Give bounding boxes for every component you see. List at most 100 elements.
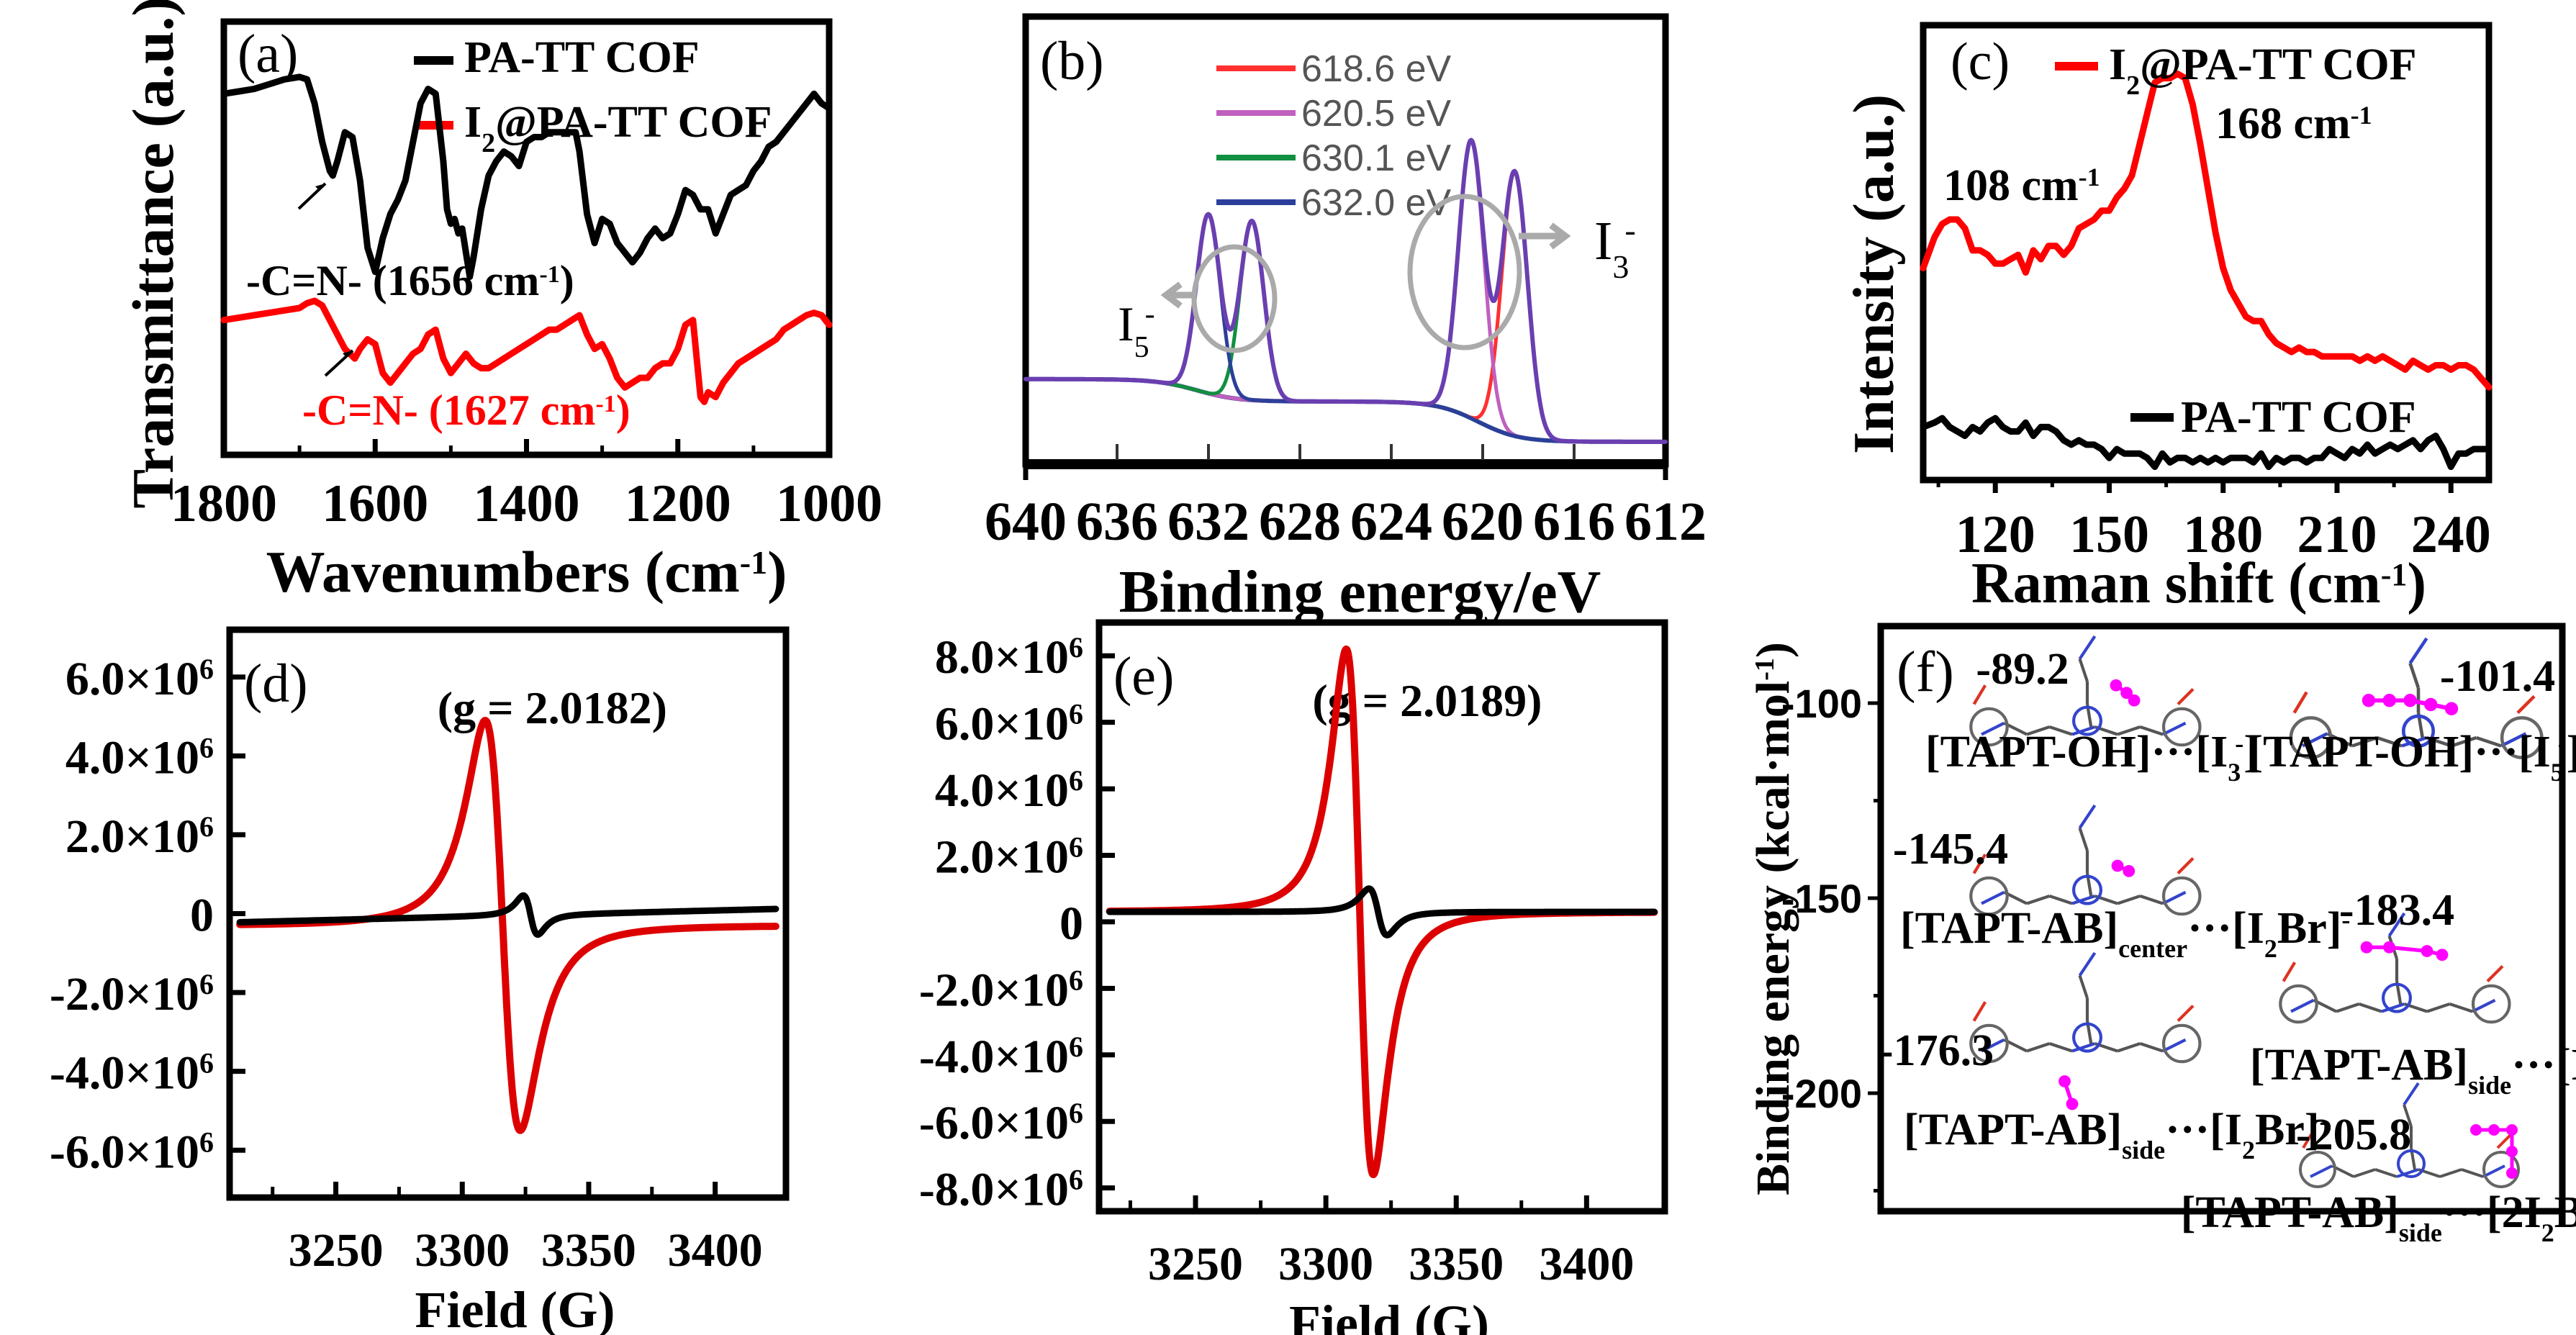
complex-label-end: Br]	[2554, 1188, 2576, 1237]
molecule-bond	[2139, 725, 2164, 736]
molecule-ring	[2382, 982, 2412, 1013]
binding-energy-value: -145.4	[1893, 825, 2008, 874]
iodine-atom	[2506, 1167, 2518, 1179]
molecule-bond	[2071, 1042, 2096, 1053]
molecule-ring	[2482, 1151, 2520, 1188]
molecule-bond	[2162, 721, 2187, 736]
molecule-bond	[2026, 1042, 2051, 1053]
molecule-ring	[2471, 984, 2511, 1024]
x-axis-label: Field (G)	[1289, 1295, 1489, 1335]
molecule-bond	[2048, 895, 2073, 905]
molecule-ring	[1969, 876, 2009, 916]
y-tick-label: -8.0×106	[919, 1163, 1083, 1216]
y-tick-label: 0	[1059, 897, 1083, 950]
complex-label-sub: side	[2399, 1218, 2442, 1247]
molecule-bond	[2374, 1168, 2398, 1178]
x-tick-label: 632	[1167, 492, 1249, 552]
x-axis-label-sup: -1	[2381, 557, 2408, 592]
complex-label: [TAPT-OH]···[I5-]	[2249, 728, 2576, 787]
molecule-tapt-ab-center	[1969, 804, 2202, 916]
molecule-ring	[2402, 714, 2435, 748]
molecule-bond	[1972, 684, 1987, 705]
x-axis-label-close: )	[767, 539, 787, 605]
complex-label-sub: center	[2118, 934, 2187, 963]
molecule-bond	[2353, 1168, 2376, 1178]
plot-frame-c	[1920, 22, 2493, 484]
annotation-108: 108 cm-1	[1943, 161, 2100, 210]
panel-label: (b)	[1040, 31, 1104, 91]
complex-label-rest: ···[2I	[2442, 1188, 2541, 1237]
annotation-close: )	[616, 386, 631, 434]
molecule-bond	[2426, 1003, 2451, 1013]
x-tick-label: 3250	[289, 1224, 384, 1277]
y-tick-label: -4.0×106	[919, 1030, 1083, 1083]
x-tick-label: 210	[2297, 505, 2377, 564]
molecule-bond	[2475, 736, 2502, 748]
y-tick-label: -2.0×106	[50, 968, 214, 1021]
molecule-bond	[2071, 895, 2096, 905]
complex-label-sup: -	[2558, 729, 2567, 758]
molecule-bond	[2117, 895, 2141, 905]
molecule-bond	[1981, 1038, 2005, 1053]
g-value-annotation: (g = 2.0182)	[438, 682, 667, 733]
annotation-sup: -	[1624, 212, 1635, 248]
x-axis-label: Raman shift (cm-1)	[1971, 552, 2426, 615]
complex-label-sup: -	[2341, 905, 2350, 934]
annotation-i5: I5-	[1118, 297, 1155, 364]
x-tick-label: 616	[1533, 492, 1615, 552]
y-axis-label: Binding energy (kcal·mol-1)	[1747, 642, 1799, 1195]
x-tick-label: 3250	[1148, 1238, 1243, 1290]
x-tick-label: 3300	[415, 1224, 510, 1277]
y-axis-label-close: )	[1747, 642, 1799, 658]
molecule-bond	[1972, 854, 1987, 874]
series-line-pa-tt-cof	[1106, 885, 1658, 938]
panel-b-xps-spectra: 640 636 632 628 624 620 616 612 Binding energy/e…	[985, 13, 1707, 625]
annotation-sup: -1	[539, 261, 559, 288]
molecule-bond	[2177, 688, 2195, 705]
molecule-tapt-ab-side-176	[1969, 951, 2202, 1110]
y-tick-exponent: 6	[1069, 697, 1083, 730]
complex-label-sub2: 2	[2541, 1218, 2554, 1247]
legend-label-pa-tt-cof: PA-TT COF	[2181, 393, 2416, 442]
x-tick-label: 240	[2411, 505, 2491, 564]
binding-energy-value: -176.3	[1879, 1026, 1994, 1075]
plot-frame-e	[1095, 619, 1668, 1215]
y-tick-label: -150	[1781, 876, 1862, 921]
panel-label: (c)	[1951, 32, 2010, 91]
complex-label-sub2: 2	[2242, 1136, 2255, 1164]
legend-label: 630.1 eV	[1301, 137, 1451, 179]
molecule-bond	[2301, 732, 2328, 748]
x-tick-label: 612	[1624, 492, 1707, 552]
molecule-bond	[2472, 998, 2496, 1013]
series-line-i2-pa-tt-cof	[236, 717, 779, 1134]
plot-frame-f	[1877, 623, 2566, 1215]
molecule-bond	[2302, 1128, 2315, 1149]
legend-label-rest: @PA-TT COF	[2140, 40, 2416, 89]
molecule-bond	[2403, 1104, 2413, 1127]
complex-label-sup: -	[2235, 729, 2243, 758]
molecule-tapt-ab-side-183	[2279, 912, 2511, 1024]
complex-label-sup: -	[2320, 1107, 2328, 1136]
x-tick-label: 1400	[474, 474, 580, 533]
molecule-bond	[2292, 691, 2308, 714]
molecule-bond	[2516, 694, 2536, 715]
legend-label-sub: 2	[2126, 71, 2140, 101]
x-tick-label: 628	[1259, 492, 1341, 552]
molecule-bond	[2482, 1164, 2505, 1178]
x-tick-label: 3300	[1278, 1238, 1373, 1290]
x-tick-label: 3350	[1409, 1238, 1504, 1290]
molecule-bond	[2078, 635, 2097, 660]
molecule-bond	[2177, 1005, 2195, 1022]
i3-arrow-icon	[1519, 222, 1571, 250]
y-tick-label: 6.0×106	[935, 697, 1083, 751]
y-tick-label: -100	[1781, 681, 1862, 726]
y-tick-label: -2.0×106	[919, 964, 1083, 1017]
x-axis-label: Field (G)	[415, 1281, 615, 1335]
panel-label: (f)	[1897, 641, 1954, 704]
molecule-bond	[2139, 1042, 2164, 1053]
x-tick-label: 180	[2183, 505, 2263, 564]
y-tick-label: 4.0×106	[935, 764, 1083, 818]
molecule-bond	[2078, 827, 2089, 851]
series-line-i2-pa-tt-cof	[220, 297, 833, 405]
